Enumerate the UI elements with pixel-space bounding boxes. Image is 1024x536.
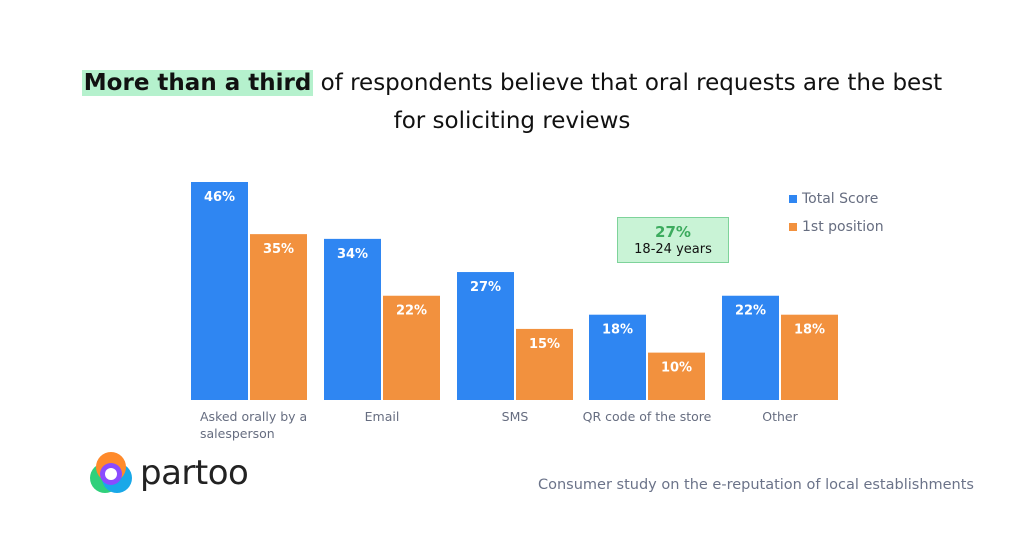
bar-1st-position-0 xyxy=(250,234,307,400)
brand-name: partoo xyxy=(140,453,249,493)
category-label-4: Other xyxy=(762,409,798,424)
data-label-total-score-4: 22% xyxy=(735,304,766,319)
source-note: Consumer study on the e-reputation of lo… xyxy=(537,477,974,493)
bar-total-score-4 xyxy=(722,295,779,400)
category-label-1: Email xyxy=(365,409,400,424)
data-label-1st-position-1: 22% xyxy=(396,304,427,319)
data-label-1st-position-3: 10% xyxy=(661,361,692,376)
bar-1st-position-4 xyxy=(781,314,838,400)
category-label-2: SMS xyxy=(502,409,529,424)
bar-total-score-1 xyxy=(324,238,381,400)
bar-total-score-0 xyxy=(191,182,248,400)
data-label-1st-position-0: 35% xyxy=(263,242,294,257)
data-label-1st-position-2: 15% xyxy=(529,337,560,352)
data-label-total-score-3: 18% xyxy=(602,323,633,338)
partoo-logo-icon xyxy=(90,452,132,493)
chart-legend: Total Score 1st position xyxy=(789,185,884,241)
legend-label-1st-position: 1st position xyxy=(802,219,884,235)
legend-swatch-1st-position xyxy=(789,223,797,231)
data-label-1st-position-4: 18% xyxy=(794,323,825,338)
bar-1st-position-1 xyxy=(383,295,440,400)
age-callout: 27% 18-24 years xyxy=(617,217,729,263)
chart-title: More than a third of respondents believe… xyxy=(0,64,1024,140)
bar-1st-position-2 xyxy=(516,328,573,400)
data-label-total-score-1: 34% xyxy=(337,247,368,262)
data-label-total-score-0: 46% xyxy=(204,190,235,205)
callout-value: 27% xyxy=(655,223,691,241)
title-rest: of respondents believe that oral request… xyxy=(313,70,943,96)
title-highlight: More than a third xyxy=(81,70,314,96)
callout-label: 18-24 years xyxy=(634,242,712,257)
legend-swatch-total-score xyxy=(789,195,797,203)
bar-total-score-2 xyxy=(457,272,514,400)
partoo-logo: partoo xyxy=(88,450,249,496)
category-label-0: Asked orally by a salesperson xyxy=(200,409,307,441)
title-line2: for soliciting reviews xyxy=(393,108,631,134)
data-label-total-score-2: 27% xyxy=(470,280,501,295)
category-label-3: QR code of the store xyxy=(583,409,712,424)
legend-item-1st-position: 1st position xyxy=(789,213,884,241)
legend-item-total-score: Total Score xyxy=(789,185,884,213)
bar-1st-position-3 xyxy=(648,352,705,400)
bar-total-score-3 xyxy=(589,314,646,400)
legend-label-total-score: Total Score xyxy=(802,191,879,207)
